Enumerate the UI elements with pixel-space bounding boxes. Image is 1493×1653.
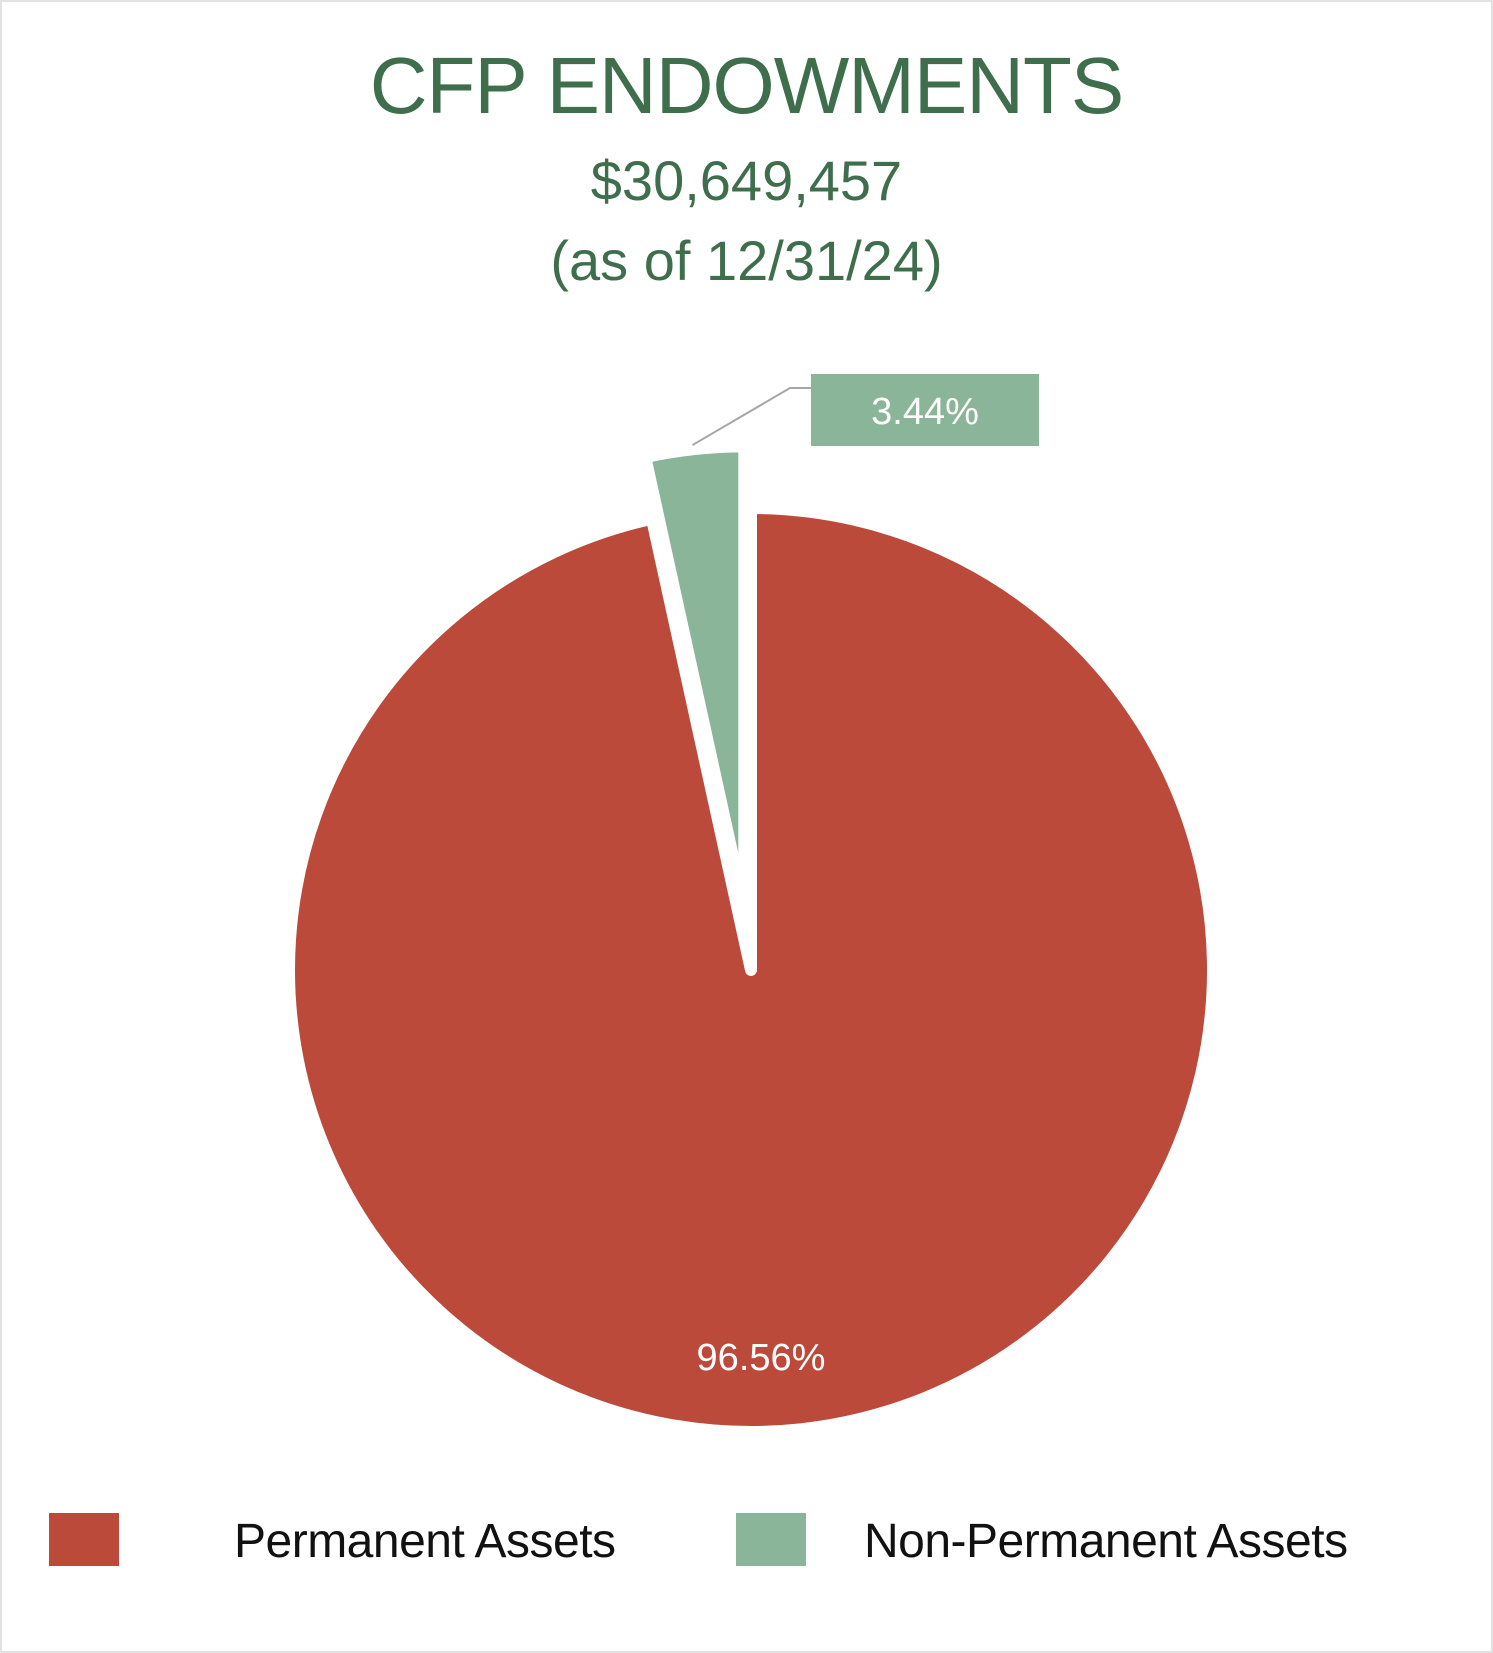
chart-date-note: (as of 12/31/24): [550, 229, 943, 292]
pie-slice-permanent-assets: [283, 502, 1219, 1438]
data-label-non-permanent-assets: 3.44%: [871, 391, 979, 433]
legend-swatch-permanent-assets: [49, 1513, 119, 1566]
data-label-permanent-assets: 96.56%: [697, 1337, 826, 1379]
legend-label-permanent-assets: Permanent Assets: [234, 1515, 616, 1568]
legend-label-non-permanent-assets: Non-Permanent Assets: [864, 1515, 1348, 1568]
chart-total-amount: $30,649,457: [590, 149, 903, 212]
leader-line-non-permanent: [691, 387, 811, 446]
data-label-box-non-permanent: [811, 374, 1039, 446]
pie-slice-non-permanent-assets: [639, 440, 751, 915]
chart-title: CFP ENDOWMENTS: [369, 41, 1124, 130]
legend-swatch-non-permanent-assets: [736, 1513, 806, 1566]
